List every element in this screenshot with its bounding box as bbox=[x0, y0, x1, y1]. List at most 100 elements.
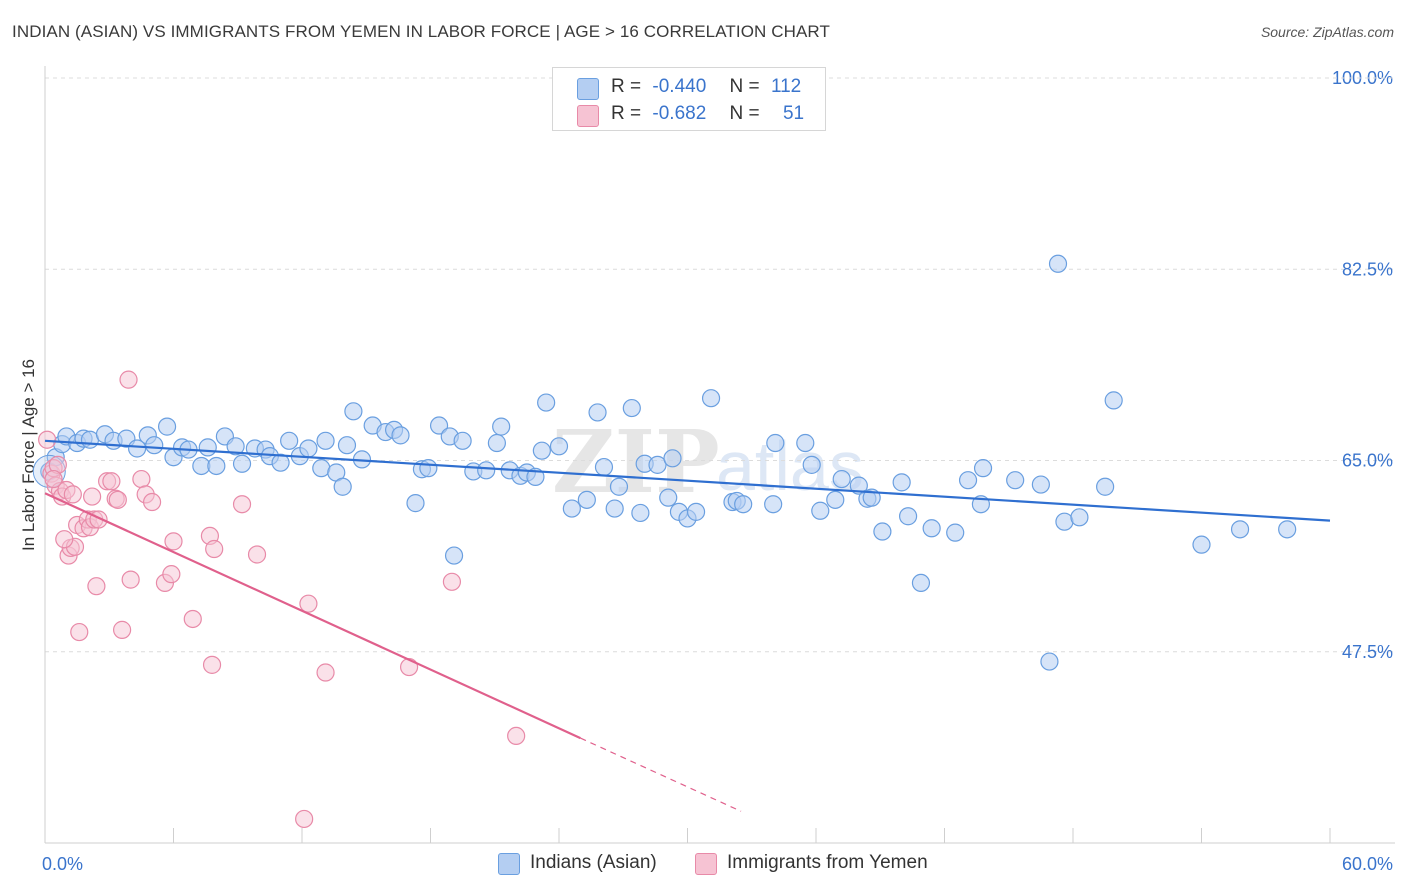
point-yemen bbox=[112, 620, 132, 639]
point-indians bbox=[537, 393, 556, 412]
point-indians bbox=[232, 454, 252, 473]
point-yemen bbox=[87, 577, 106, 596]
point-indians bbox=[487, 433, 506, 453]
y-tick-label: 100.0% bbox=[1332, 68, 1393, 88]
point-indians bbox=[898, 507, 918, 526]
point-indians bbox=[622, 398, 641, 418]
point-indians bbox=[492, 417, 511, 436]
point-indians bbox=[873, 522, 892, 541]
point-indians bbox=[663, 449, 682, 468]
point-indians bbox=[280, 431, 299, 450]
point-indians bbox=[226, 437, 245, 456]
point-indians bbox=[429, 416, 449, 435]
point-yemen bbox=[232, 495, 252, 514]
point-yemen bbox=[83, 487, 102, 506]
bottom-legend-label-indians: Indians (Asian) bbox=[530, 852, 657, 873]
x-tick-label-min: 0.0% bbox=[42, 854, 83, 874]
legend-n-label: N = bbox=[729, 103, 760, 124]
point-indians bbox=[686, 502, 706, 521]
point-indians bbox=[1278, 520, 1297, 539]
point-indians bbox=[1055, 512, 1074, 531]
trendline-indians bbox=[44, 439, 1331, 522]
bottom-legend-label-yemen: Immigrants from Yemen bbox=[727, 852, 928, 873]
point-indians bbox=[1096, 477, 1115, 496]
point-yemen bbox=[442, 572, 462, 591]
point-yemen bbox=[121, 570, 140, 589]
legend-r-value-indians: -0.440 bbox=[652, 76, 707, 97]
legend-text-indians: R = -0.440 N = 112 bbox=[611, 76, 801, 98]
point-indians bbox=[577, 490, 596, 509]
y-tick-label: 65.0% bbox=[1342, 451, 1393, 471]
point-indians bbox=[605, 499, 624, 518]
point-indians bbox=[701, 389, 721, 408]
legend-n-value-yemen: 51 bbox=[782, 103, 805, 124]
point-indians bbox=[157, 417, 177, 436]
point-indians bbox=[973, 459, 993, 478]
point-indians bbox=[1006, 471, 1025, 490]
point-indians bbox=[811, 501, 830, 520]
point-indians bbox=[802, 455, 821, 474]
point-indians bbox=[734, 495, 753, 514]
point-indians bbox=[1048, 254, 1068, 273]
point-indians bbox=[419, 459, 438, 478]
point-yemen bbox=[44, 469, 63, 489]
point-yemen bbox=[38, 430, 57, 449]
point-indians bbox=[796, 433, 815, 453]
point-indians bbox=[562, 499, 581, 518]
chart-title: INDIAN (ASIAN) VS IMMIGRANTS FROM YEMEN … bbox=[12, 22, 830, 41]
point-indians bbox=[391, 426, 410, 445]
point-yemen bbox=[119, 370, 138, 389]
point-yemen bbox=[55, 530, 74, 549]
y-tick-label: 82.5% bbox=[1342, 259, 1393, 279]
point-indians bbox=[1104, 391, 1123, 410]
point-indians bbox=[344, 402, 363, 421]
point-yemen bbox=[142, 492, 162, 512]
point-indians bbox=[892, 473, 911, 492]
trendline-yemen bbox=[44, 492, 581, 740]
point-indians bbox=[444, 546, 464, 565]
point-indians bbox=[453, 431, 472, 450]
y-tick-label: 47.5% bbox=[1342, 642, 1393, 662]
source-credit: Source: ZipAtlas.com bbox=[1260, 24, 1394, 40]
point-indians bbox=[207, 456, 226, 476]
point-yemen bbox=[205, 539, 224, 559]
legend-r-label: R = bbox=[611, 103, 642, 124]
bottom-legend-swatch-indians bbox=[498, 853, 520, 875]
legend-swatch-yemen bbox=[577, 105, 599, 127]
point-indians bbox=[588, 403, 607, 422]
point-indians bbox=[609, 477, 629, 496]
point-yemen bbox=[399, 657, 419, 677]
point-yemen bbox=[299, 594, 318, 613]
point-indians bbox=[198, 438, 217, 457]
legend-n-label: N = bbox=[729, 76, 760, 97]
point-indians bbox=[826, 490, 845, 509]
point-indians bbox=[1070, 508, 1089, 527]
point-indians bbox=[127, 439, 147, 458]
x-tick-label-max: 60.0% bbox=[1342, 854, 1393, 874]
point-indians bbox=[631, 503, 650, 523]
point-indians bbox=[406, 494, 425, 513]
point-yemen bbox=[102, 472, 121, 491]
point-indians bbox=[316, 431, 335, 450]
point-yemen bbox=[162, 565, 181, 584]
point-yemen bbox=[164, 532, 183, 551]
point-indians bbox=[532, 441, 551, 460]
point-indians bbox=[594, 457, 614, 477]
point-yemen bbox=[70, 622, 89, 642]
point-indians bbox=[145, 436, 164, 455]
point-yemen bbox=[183, 609, 202, 629]
point-indians bbox=[849, 476, 868, 495]
legend-r-value-yemen: -0.682 bbox=[652, 103, 707, 124]
point-yemen bbox=[507, 726, 526, 746]
point-indians bbox=[1192, 535, 1211, 554]
point-yemen bbox=[295, 809, 314, 829]
point-indians bbox=[946, 523, 965, 542]
point-indians bbox=[659, 488, 678, 507]
point-indians bbox=[312, 459, 331, 478]
y-axis-title: In Labor Force | Age > 16 bbox=[19, 359, 38, 551]
point-indians bbox=[766, 433, 785, 453]
point-indians bbox=[922, 519, 941, 538]
legend-swatch-indians bbox=[577, 78, 599, 100]
point-indians bbox=[1040, 652, 1059, 671]
